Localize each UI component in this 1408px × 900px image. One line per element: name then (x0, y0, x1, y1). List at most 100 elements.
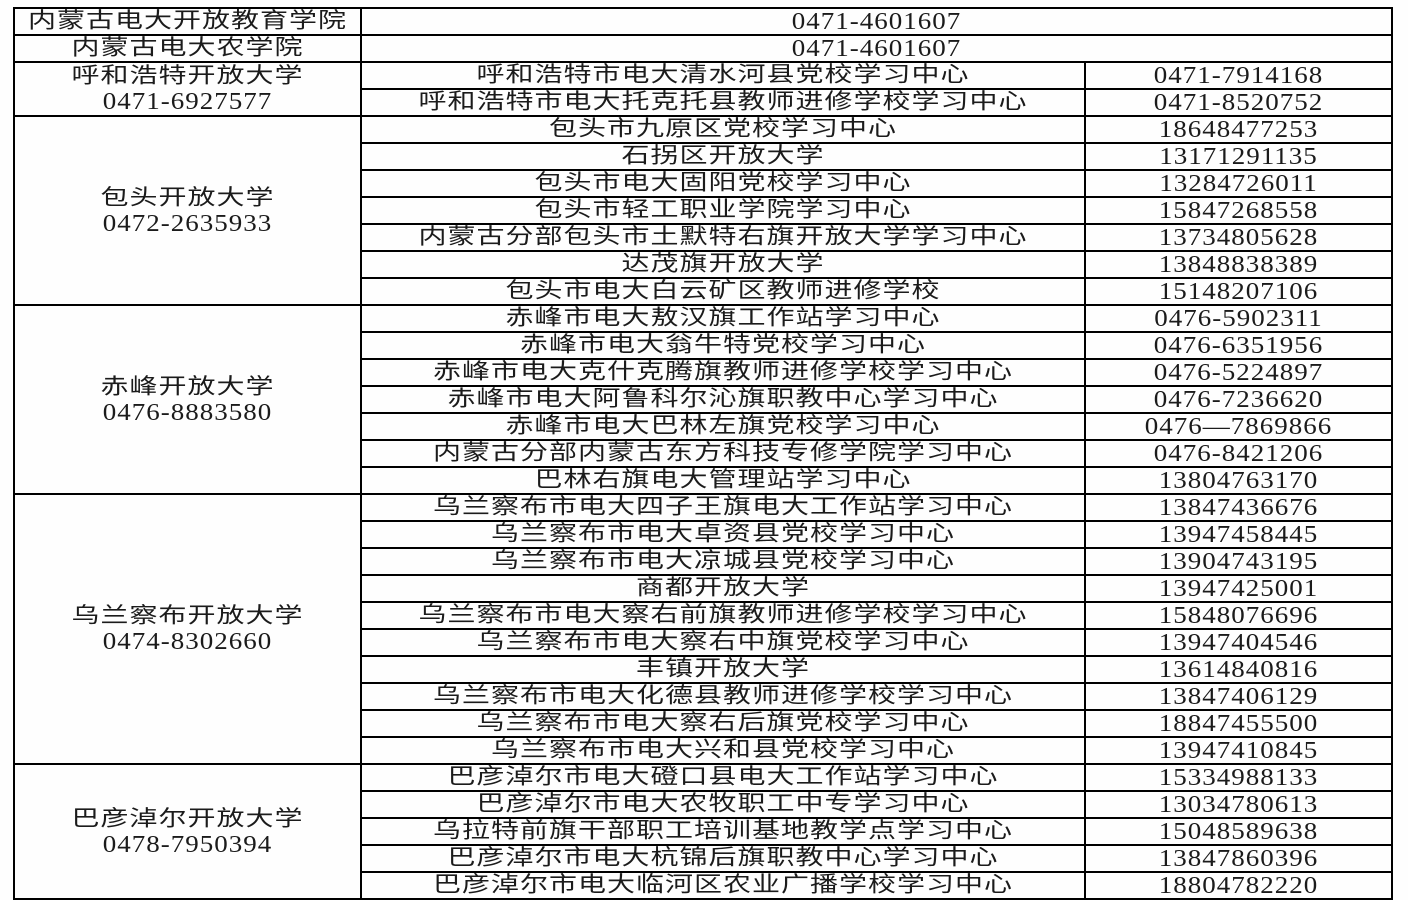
center-name-text: 呼和浩特市电大清水河县党校学习中心 (476, 62, 970, 87)
table-row: 乌兰察布市电大察右后旗党校学习中心 18847455500 (14, 709, 1393, 738)
center-name: 巴林右旗电大管理站学习中心 (363, 469, 1083, 492)
table-row: 达茂旗开放大学 13848838389 (14, 250, 1393, 279)
org-phone-text: 0478-7950394 (102, 830, 273, 858)
table-row: 巴彦淖尔市电大农牧职工中专学习中心 13034780613 (14, 790, 1393, 819)
org-phone-cell: 0471-4601607 (360, 7, 1393, 36)
center-phone-cell: 18648477253 (1084, 115, 1393, 144)
center-phone-text: 18847455500 (1158, 710, 1319, 737)
center-phone: 18648477253 (1087, 118, 1390, 141)
center-name-text: 内蒙古分部内蒙古东方科技专修学院学习中心 (433, 440, 1014, 465)
center-name-cell: 包头市电大固阳党校学习中心 (359, 169, 1087, 198)
center-name-text: 乌兰察布市电大察右前旗教师进修学校学习中心 (418, 602, 1028, 627)
center-phone-cell: 0476-7236620 (1084, 385, 1393, 414)
center-name-cell: 包头市九原区党校学习中心 (359, 115, 1087, 144)
org-phone-text: 0471-4601607 (791, 35, 962, 62)
center-name: 内蒙古分部内蒙古东方科技专修学院学习中心 (363, 440, 1083, 465)
center-phone-text: 13847860396 (1158, 845, 1319, 872)
center-name-text: 乌兰察布市电大四子王旗电大工作站学习中心 (433, 494, 1014, 519)
center-name-cell: 乌兰察布市电大察右后旗党校学习中心 (359, 709, 1087, 738)
center-name-text: 赤峰市电大克什克腾旗教师进修学校学习中心 (433, 359, 1014, 384)
center-name-cell: 赤峰市电大翁牛特党校学习中心 (359, 331, 1087, 360)
center-phone-text: 13284726011 (1159, 170, 1318, 197)
table-row: 乌兰察布市电大化德县教师进修学校学习中心 13847406129 (14, 682, 1393, 711)
center-phone: 13171291135 (1087, 143, 1390, 170)
center-phone: 13034780613 (1087, 793, 1390, 816)
center-name-text: 巴彦淖尔市电大临河区农业广播学校学习中心 (433, 872, 1014, 897)
center-name: 乌兰察布市电大卓资县党校学习中心 (363, 523, 1083, 546)
center-name: 赤峰市电大克什克腾旗教师进修学校学习中心 (363, 359, 1083, 384)
center-phone-text: 18804782220 (1158, 872, 1319, 899)
center-name: 包头市电大固阳党校学习中心 (363, 172, 1083, 195)
center-phone-text: 13848838389 (1158, 251, 1319, 278)
org-name: 巴彦淖尔开放大学 (16, 806, 359, 832)
center-phone-text: 15148207106 (1158, 278, 1319, 305)
center-name: 呼和浩特市电大托克托县教师进修学校学习中心 (363, 89, 1083, 114)
center-phone-text: 0476-6351956 (1153, 332, 1324, 359)
center-phone: 13284726011 (1087, 170, 1390, 197)
contact-table: 内蒙古电大开放教育学院 0471-4601607 内蒙古电大农学院 0471-4601… (13, 7, 1393, 900)
center-phone-text: 13947458445 (1158, 521, 1319, 548)
center-name: 包头市轻工职业学院学习中心 (363, 199, 1083, 222)
org-phone: 0471-4601607 (363, 8, 1390, 35)
org-phone: 0478-7950394 (16, 830, 359, 858)
center-name-cell: 乌兰察布市电大化德县教师进修学校学习中心 (359, 682, 1087, 711)
center-phone: 0476-7236620 (1087, 386, 1390, 413)
center-phone-text: 15048589638 (1158, 818, 1319, 845)
center-name-text: 商都开放大学 (636, 575, 811, 600)
center-phone-text: 0471-7914168 (1153, 62, 1324, 89)
center-phone-text: 0476-7236620 (1153, 386, 1324, 413)
table-row: 赤峰市电大巴林左旗党校学习中心 0476—7869866 (14, 412, 1393, 441)
center-name: 赤峰市电大敖汉旗工作站学习中心 (363, 307, 1083, 330)
org-name-text: 内蒙古电大开放教育学院 (27, 8, 347, 33)
center-name: 包头市九原区党校学习中心 (363, 116, 1083, 141)
org-name: 呼和浩特开放大学 (16, 63, 359, 89)
center-phone-cell: 15847268558 (1084, 196, 1393, 225)
center-phone-cell: 13171291135 (1084, 142, 1393, 171)
center-phone-text: 13171291135 (1159, 143, 1318, 170)
table-row: 内蒙古电大农学院 0471-4601607 (13, 34, 1393, 63)
center-phone-cell: 13034780613 (1084, 790, 1393, 819)
org-name: 内蒙古电大开放教育学院 (16, 8, 359, 33)
org-phone-text: 0476-8883580 (102, 398, 273, 426)
center-phone: 15334988133 (1087, 766, 1390, 789)
center-phone-cell: 18804782220 (1084, 871, 1393, 900)
center-phone-cell: 13804763170 (1084, 466, 1393, 495)
center-name-text: 内蒙古分部包头市土默特右旗开放大学学习中心 (418, 224, 1028, 249)
table-row: 巴彦淖尔开放大学 0478-7950394 巴彦淖尔市电大磴口县电大工作站学习中心 1… (13, 763, 1393, 900)
org-name-text: 呼和浩特开放大学 (71, 63, 304, 88)
center-name-cell: 乌兰察布市电大察右中旗党校学习中心 (359, 628, 1087, 657)
center-name-text: 呼和浩特市电大托克托县教师进修学校学习中心 (418, 89, 1028, 114)
org-phone-text: 0471-4601607 (791, 8, 962, 35)
center-name: 内蒙古分部包头市土默特右旗开放大学学习中心 (363, 224, 1083, 249)
center-name: 乌兰察布市电大四子王旗电大工作站学习中心 (363, 494, 1083, 519)
center-phone: 15048589638 (1087, 818, 1390, 845)
center-name-text: 乌兰察布市电大兴和县党校学习中心 (491, 737, 956, 762)
center-phone-cell: 13614840816 (1084, 655, 1393, 684)
org-name: 内蒙古电大农学院 (16, 37, 359, 60)
center-name: 乌兰察布市电大化德县教师进修学校学习中心 (363, 685, 1083, 708)
center-name-cell: 乌兰察布市电大四子王旗电大工作站学习中心 (359, 493, 1087, 522)
center-name: 乌兰察布市电大察右中旗党校学习中心 (363, 629, 1083, 654)
center-phone-cell: 0471-8520752 (1084, 88, 1393, 117)
table-row: 巴林右旗电大管理站学习中心 13804763170 (14, 466, 1393, 495)
center-phone-cell: 13947458445 (1084, 520, 1393, 549)
center-name-text: 乌兰察布市电大察右中旗党校学习中心 (476, 629, 970, 654)
center-phone: 13947404546 (1087, 631, 1390, 654)
center-name-text: 包头市九原区党校学习中心 (549, 116, 898, 141)
center-name: 乌兰察布市电大凉城县党校学习中心 (363, 550, 1083, 573)
center-name-cell: 乌拉特前旗干部职工培训基地教学点学习中心 (359, 817, 1087, 846)
center-name-text: 赤峰市电大巴林左旗党校学习中心 (505, 413, 941, 438)
center-phone: 0476-5224897 (1087, 361, 1390, 384)
center-name: 赤峰市电大巴林左旗党校学习中心 (363, 413, 1083, 438)
center-name-text: 乌拉特前旗干部职工培训基地教学点学习中心 (433, 818, 1014, 843)
center-phone-cell: 13947410845 (1084, 736, 1393, 765)
center-name-text: 达茂旗开放大学 (621, 251, 825, 276)
table-row: 石拐区开放大学 13171291135 (14, 142, 1393, 171)
table-row: 乌兰察布开放大学 0474-8302660 乌兰察布市电大四子王旗电大工作站学习中心… (13, 493, 1393, 765)
org-name-text: 巴彦淖尔开放大学 (71, 806, 304, 831)
center-phone-cell: 0476-5224897 (1084, 358, 1393, 387)
center-name: 包头市电大白云矿区教师进修学校 (363, 280, 1083, 303)
center-name-cell: 乌兰察布市电大兴和县党校学习中心 (359, 736, 1087, 765)
center-name-cell: 内蒙古分部包头市土默特右旗开放大学学习中心 (359, 223, 1087, 252)
center-phone-text: 13614840816 (1158, 656, 1319, 683)
